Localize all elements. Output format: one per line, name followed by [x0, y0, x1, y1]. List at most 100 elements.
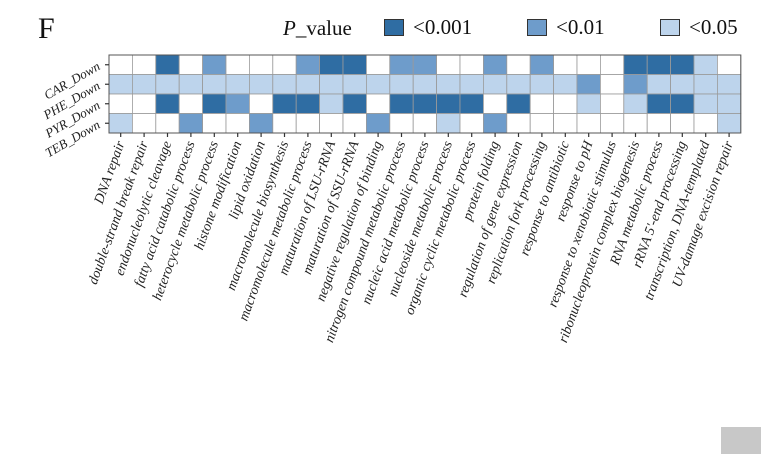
heatmap-cell — [342, 54, 367, 75]
heatmap-cell — [482, 113, 508, 134]
heatmap-cell — [108, 93, 133, 114]
heatmap-cell — [623, 54, 648, 75]
heatmap-cell — [202, 74, 227, 95]
heatmap-cell — [506, 74, 531, 95]
heatmap-cell — [319, 74, 344, 95]
heatmap-cell — [600, 113, 625, 134]
heatmap-cell — [108, 74, 133, 95]
heatmap-cell — [319, 93, 344, 114]
heatmap-cell — [272, 113, 297, 134]
heatmap-cell — [436, 54, 461, 75]
heatmap-cell — [529, 74, 555, 95]
heatmap-cell — [272, 54, 297, 75]
heatmap-cell — [459, 93, 484, 114]
heatmap-cell — [670, 113, 695, 134]
heatmap-cell — [108, 113, 133, 134]
heatmap-cell — [412, 93, 438, 114]
heatmap-cell — [365, 93, 391, 114]
legend-label-0001: <0.001 — [413, 15, 473, 39]
heatmap-cell — [600, 74, 625, 95]
heatmap-cell — [365, 54, 391, 75]
legend-swatch-001 — [527, 19, 547, 36]
heatmap-cell — [693, 54, 718, 75]
heatmap-cell — [131, 54, 157, 75]
heatmap-cell — [295, 113, 321, 134]
corner-gray-box — [721, 427, 761, 454]
heatmap-cell — [389, 54, 414, 75]
heatmap-cell — [178, 54, 203, 75]
heatmap-cell — [600, 54, 625, 75]
heatmap-cell — [131, 113, 157, 134]
heatmap-cell — [506, 54, 531, 75]
heatmap-cell — [412, 113, 438, 134]
heatmap-cell — [295, 54, 321, 75]
heatmap-cell — [646, 74, 672, 95]
legend: P_value <0.001 <0.01 <0.05 — [0, 0, 761, 50]
heatmap-cell — [670, 54, 695, 75]
heatmap-cell — [389, 74, 414, 95]
legend-label-001: <0.01 — [556, 15, 605, 39]
heatmap-cell — [670, 74, 695, 95]
heatmap-cell — [623, 113, 648, 134]
heatmap-cell — [342, 93, 367, 114]
heatmap-cell — [600, 93, 625, 114]
heatmap-cell — [319, 54, 344, 75]
heatmap-cell — [155, 54, 180, 75]
heatmap-cell — [389, 93, 414, 114]
heatmap-cell — [693, 93, 718, 114]
heatmap-cell — [717, 54, 742, 75]
heatmap-cell — [155, 113, 180, 134]
heatmap-cell — [506, 113, 531, 134]
heatmap-cell — [412, 74, 438, 95]
heatmap-cell — [155, 74, 180, 95]
heatmap-cell — [576, 113, 601, 134]
heatmap-cell — [529, 93, 555, 114]
heatmap-cell — [693, 74, 718, 95]
heatmap-cell — [646, 54, 672, 75]
heatmap-cell — [272, 93, 297, 114]
heatmap-cell — [436, 93, 461, 114]
heatmap-cell — [623, 93, 648, 114]
heatmap-cell — [670, 93, 695, 114]
heatmap-cell — [436, 113, 461, 134]
heatmap-cell — [202, 54, 227, 75]
heatmap-cell — [576, 93, 601, 114]
heatmap-cell — [319, 113, 344, 134]
heatmap-cell — [225, 74, 250, 95]
heatmap-cell — [295, 93, 321, 114]
heatmap-cell — [553, 74, 578, 95]
heatmap-cell — [225, 93, 250, 114]
heatmap-cell — [482, 93, 508, 114]
legend-swatch-0001 — [384, 19, 404, 36]
heatmap-cell — [108, 54, 133, 75]
heatmap-cell — [459, 54, 484, 75]
heatmap-cell — [272, 74, 297, 95]
heatmap-cell — [553, 93, 578, 114]
heatmap-cell — [248, 54, 274, 75]
panel-label: F — [38, 12, 55, 45]
legend-title: P_value — [283, 16, 352, 41]
heatmap-cell — [225, 113, 250, 134]
heatmap-cell — [365, 113, 391, 134]
heatmap-cell — [506, 93, 531, 114]
heatmap-cell — [646, 113, 672, 134]
heatmap-cell — [365, 74, 391, 95]
legend-swatch-005 — [660, 19, 680, 36]
heatmap-cell — [202, 113, 227, 134]
heatmap-cell — [178, 113, 203, 134]
heatmap-cell — [178, 93, 203, 114]
heatmap-cell — [248, 113, 274, 134]
heatmap-cell — [459, 113, 484, 134]
heatmap-cell — [693, 113, 718, 134]
heatmap-cell — [459, 74, 484, 95]
heatmap-cell — [412, 54, 438, 75]
heatmap-cell — [576, 54, 601, 75]
heatmap-cell — [482, 74, 508, 95]
heatmap-cell — [342, 74, 367, 95]
heatmap-cell — [529, 113, 555, 134]
heatmap-cell — [576, 74, 601, 95]
heatmap-cell — [389, 113, 414, 134]
heatmap-cell — [225, 54, 250, 75]
legend-title-rest: _value — [295, 16, 352, 40]
